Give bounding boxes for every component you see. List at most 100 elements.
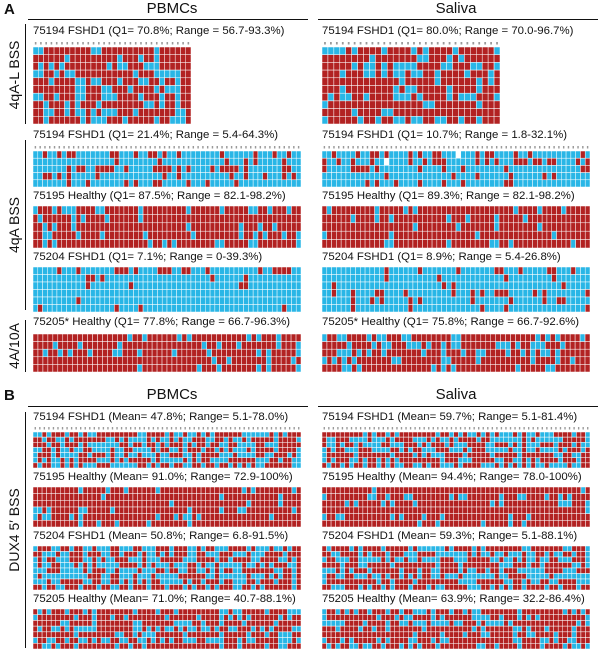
unmethylated-cpg-cell <box>441 274 447 283</box>
unmethylated-cpg-cell <box>498 462 504 468</box>
unmethylated-cpg-cell <box>42 274 48 283</box>
methylated-cpg-cell <box>476 92 483 102</box>
unmethylated-cpg-cell <box>580 274 586 283</box>
methylated-cpg-cell <box>272 150 278 159</box>
cpg-position-mark <box>50 42 53 45</box>
methylated-cpg-cell <box>326 493 332 501</box>
methylated-cpg-cell <box>246 356 252 365</box>
methylated-cpg-cell <box>539 513 545 521</box>
unmethylated-cpg-cell <box>450 267 457 275</box>
methylated-cpg-cell <box>389 520 395 527</box>
methylated-cpg-cell <box>403 452 409 458</box>
methylated-cpg-cell <box>322 487 327 494</box>
unmethylated-cpg-cell <box>360 289 366 298</box>
unmethylated-cpg-cell <box>398 172 404 181</box>
unmethylated-cpg-cell <box>174 69 181 79</box>
methylated-cpg-cell <box>69 556 75 563</box>
methylated-cpg-cell <box>485 520 491 527</box>
unmethylated-cpg-cell <box>182 452 188 458</box>
heatmap-a-pbmcs-75194-4qa-l <box>33 42 191 124</box>
methylated-cpg-cell <box>180 54 186 63</box>
unmethylated-cpg-cell <box>99 304 106 312</box>
unmethylated-cpg-cell <box>104 281 110 290</box>
methylated-cpg-cell <box>291 520 297 527</box>
methylated-cpg-cell <box>480 334 487 342</box>
unmethylated-cpg-cell <box>576 452 582 458</box>
methylated-cpg-cell <box>90 222 96 232</box>
unmethylated-cpg-cell <box>396 356 402 365</box>
methylated-cpg-cell <box>480 356 487 365</box>
unmethylated-cpg-cell <box>142 296 149 305</box>
unmethylated-cpg-cell <box>228 289 235 298</box>
unmethylated-cpg-cell <box>556 304 562 312</box>
unmethylated-cpg-cell <box>322 334 328 342</box>
unmethylated-cpg-cell <box>104 274 110 283</box>
methylated-cpg-cell <box>546 267 552 275</box>
heatmap-b-saliva-75195 <box>322 487 590 527</box>
unmethylated-cpg-cell <box>565 179 572 187</box>
methylated-cpg-cell <box>60 462 66 468</box>
methylated-cpg-cell <box>216 348 222 358</box>
unmethylated-cpg-cell <box>105 487 111 494</box>
methylated-cpg-cell <box>128 513 134 521</box>
unmethylated-cpg-cell <box>366 348 372 358</box>
methylated-cpg-cell <box>52 334 59 342</box>
unmethylated-cpg-cell <box>232 436 238 443</box>
methylated-cpg-cell <box>408 442 414 448</box>
methylated-cpg-cell <box>231 341 237 350</box>
methylated-cpg-cell <box>37 493 43 501</box>
cpg-position-mark <box>353 42 356 45</box>
unmethylated-cpg-cell <box>71 206 77 215</box>
cpg-position-mark <box>284 427 286 430</box>
methylated-cpg-cell <box>322 348 328 358</box>
methylated-cpg-cell <box>369 239 375 248</box>
unmethylated-cpg-cell <box>209 436 215 443</box>
methylated-cpg-cell <box>462 513 468 521</box>
cpg-position-mark <box>577 427 580 430</box>
unmethylated-cpg-cell <box>425 341 432 350</box>
methylated-cpg-cell <box>426 493 432 501</box>
methylated-cpg-cell <box>137 546 143 552</box>
methylated-cpg-cell <box>383 206 390 215</box>
unmethylated-cpg-cell <box>47 289 53 298</box>
methylated-cpg-cell <box>376 513 382 521</box>
methylated-cpg-cell <box>476 447 482 453</box>
methylated-cpg-cell <box>33 442 38 448</box>
methylated-cpg-cell <box>455 364 462 372</box>
methylated-cpg-cell <box>571 487 577 494</box>
unmethylated-cpg-cell <box>109 436 116 443</box>
methylated-cpg-cell <box>191 487 197 494</box>
methylated-cpg-cell <box>431 239 438 248</box>
unmethylated-cpg-cell <box>57 348 64 358</box>
methylated-cpg-cell <box>570 230 576 240</box>
methylated-cpg-cell <box>221 334 227 342</box>
methylated-cpg-cell <box>151 364 158 372</box>
unmethylated-cpg-cell <box>196 364 202 372</box>
unmethylated-cpg-cell <box>371 447 377 453</box>
methylated-cpg-cell <box>493 77 500 86</box>
cpg-position-mark <box>84 427 86 430</box>
methylated-cpg-cell <box>43 54 50 63</box>
unmethylated-cpg-cell <box>152 304 158 312</box>
methylated-cpg-cell <box>109 457 116 464</box>
unmethylated-cpg-cell <box>408 447 414 453</box>
methylated-cpg-cell <box>398 230 404 240</box>
unmethylated-cpg-cell <box>291 165 297 173</box>
unmethylated-cpg-cell <box>128 462 134 468</box>
unmethylated-cpg-cell <box>355 281 361 290</box>
unmethylated-cpg-cell <box>385 447 391 453</box>
unmethylated-cpg-cell <box>248 289 254 298</box>
methylated-cpg-cell <box>155 506 161 514</box>
methylated-cpg-cell <box>228 239 235 248</box>
unmethylated-cpg-cell <box>243 267 249 275</box>
unmethylated-cpg-cell <box>43 116 50 124</box>
methylated-cpg-cell <box>561 230 567 240</box>
unmethylated-cpg-cell <box>470 165 476 173</box>
unmethylated-cpg-cell <box>146 556 152 563</box>
unmethylated-cpg-cell <box>379 281 385 290</box>
methylated-cpg-cell <box>55 513 61 521</box>
methylated-cpg-cell <box>146 506 152 514</box>
unmethylated-cpg-cell <box>398 179 404 187</box>
methylated-cpg-cell <box>241 348 247 358</box>
methylated-cpg-cell <box>551 157 557 166</box>
